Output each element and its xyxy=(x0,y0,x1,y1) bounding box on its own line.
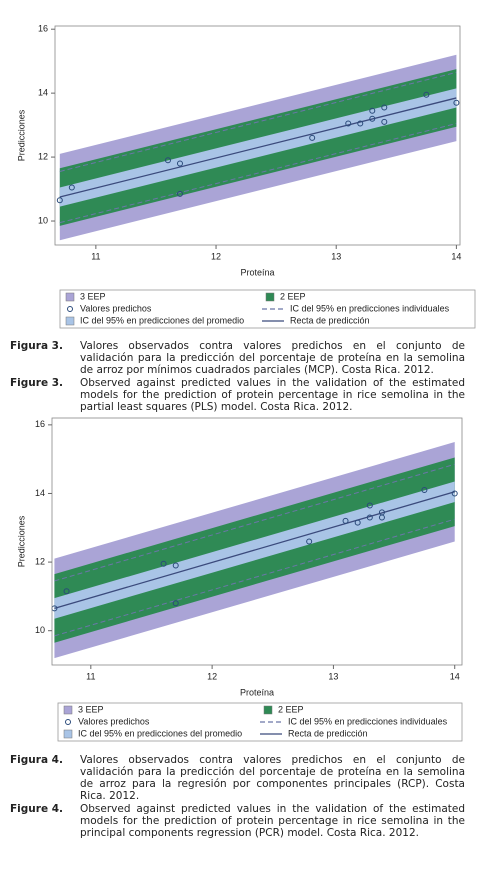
caption-label: Figure 3. xyxy=(10,377,64,389)
x-tick-label: 14 xyxy=(451,251,461,261)
legend-label: 2 EEP xyxy=(280,291,306,301)
y-tick-label: 12 xyxy=(35,556,45,566)
point xyxy=(172,600,179,607)
plot-frame xyxy=(54,25,461,246)
point xyxy=(423,91,430,98)
plot-area xyxy=(54,442,455,659)
caption-label: Figure 4. xyxy=(10,803,64,815)
prediction-interval xyxy=(54,518,455,637)
point xyxy=(378,509,385,516)
caption: Figura 4. Valores observados contra valor… xyxy=(10,754,465,802)
legend-label: IC del 95% en predicciones individuales xyxy=(290,303,450,313)
prediction-interval xyxy=(59,123,457,224)
point xyxy=(342,517,349,524)
prediction-interval xyxy=(59,71,457,172)
y-tick-label: 10 xyxy=(35,625,45,635)
y-axis-label: Predicciones xyxy=(16,515,26,567)
legend-label: IC del 95% en predicciones del promedio xyxy=(80,315,244,325)
point xyxy=(354,519,361,526)
y-tick-label: 12 xyxy=(38,151,48,161)
legend-swatch xyxy=(263,705,273,715)
point xyxy=(309,134,316,141)
point xyxy=(176,160,183,167)
prediction-interval xyxy=(54,463,455,582)
chart: 11 12 13 14 10 12 14 16 Proteína Predicciones 3 EE… xyxy=(16,417,463,742)
legend-label: Recta de predicción xyxy=(290,315,370,325)
y-axis-label: Predicciones xyxy=(16,109,26,161)
legend-label: 3 EEP xyxy=(80,291,106,301)
y-tick-label: 14 xyxy=(38,88,48,98)
point xyxy=(381,118,388,125)
caption-text: Observed against predicted values in the… xyxy=(80,803,465,839)
caption-label: Figura 4. xyxy=(10,754,63,766)
plot-area xyxy=(59,54,457,241)
point xyxy=(63,588,70,595)
legend-label: Valores predichos xyxy=(78,716,150,726)
caption: Figure 4. Observed against predicted valu… xyxy=(10,803,465,839)
caption-text: Valores observados contra valores predic… xyxy=(80,754,465,802)
point xyxy=(366,514,373,521)
legend-swatch xyxy=(65,719,71,725)
caption-block: Figura 3. Valores observados contra valor… xyxy=(10,340,465,414)
legend-swatch xyxy=(63,705,73,715)
point xyxy=(68,184,75,191)
point xyxy=(56,197,63,204)
legend-label: 2 EEP xyxy=(278,704,304,714)
point xyxy=(306,538,313,545)
point xyxy=(176,190,183,197)
point xyxy=(381,104,388,111)
x-axis-label: Proteína xyxy=(240,267,274,277)
point xyxy=(345,120,352,127)
legend-swatch xyxy=(65,316,75,326)
legend-label: IC del 95% en predicciones del promedio xyxy=(78,728,242,738)
caption-text: Observed against predicted values in the… xyxy=(80,377,465,413)
point xyxy=(451,490,458,497)
point xyxy=(172,562,179,569)
point xyxy=(421,487,428,494)
legend-label: Valores predichos xyxy=(80,303,152,313)
x-axis-label: Proteína xyxy=(240,687,274,697)
regression-line xyxy=(54,491,455,610)
point xyxy=(369,115,376,122)
plot-frame xyxy=(51,417,463,666)
x-tick-label: 12 xyxy=(207,671,217,681)
legend-label: 3 EEP xyxy=(78,704,104,714)
point xyxy=(366,502,373,509)
legend-swatch xyxy=(65,292,75,302)
caption-label: Figura 3. xyxy=(10,340,63,352)
point xyxy=(357,120,364,127)
x-tick-label: 14 xyxy=(450,671,460,681)
x-tick-label: 11 xyxy=(91,251,100,261)
y-tick-label: 14 xyxy=(35,488,45,498)
point xyxy=(369,107,376,114)
legend-swatch xyxy=(67,306,73,312)
chart: 11 12 13 14 10 12 14 16 Proteína Predicciones 3 EE… xyxy=(16,24,476,329)
x-tick-label: 12 xyxy=(211,251,221,261)
legend-swatch xyxy=(63,729,73,739)
y-tick-label: 16 xyxy=(38,24,48,34)
caption-block: Figura 4. Valores observados contra valor… xyxy=(10,754,465,840)
y-tick-label: 10 xyxy=(38,215,48,225)
legend-label: IC del 95% en predicciones individuales xyxy=(288,716,448,726)
y-tick-label: 16 xyxy=(35,419,45,429)
caption: Figura 3. Valores observados contra valor… xyxy=(10,340,465,376)
x-tick-label: 11 xyxy=(86,671,95,681)
point xyxy=(164,157,171,164)
regression-line xyxy=(59,97,457,198)
caption-text: Valores observados contra valores predic… xyxy=(80,340,465,376)
legend-swatch xyxy=(265,292,275,302)
x-tick-label: 13 xyxy=(328,671,338,681)
point xyxy=(160,560,167,567)
caption: Figure 3. Observed against predicted valu… xyxy=(10,377,465,413)
x-tick-label: 13 xyxy=(331,251,341,261)
point xyxy=(453,99,460,106)
legend-label: Recta de predicción xyxy=(288,728,368,738)
